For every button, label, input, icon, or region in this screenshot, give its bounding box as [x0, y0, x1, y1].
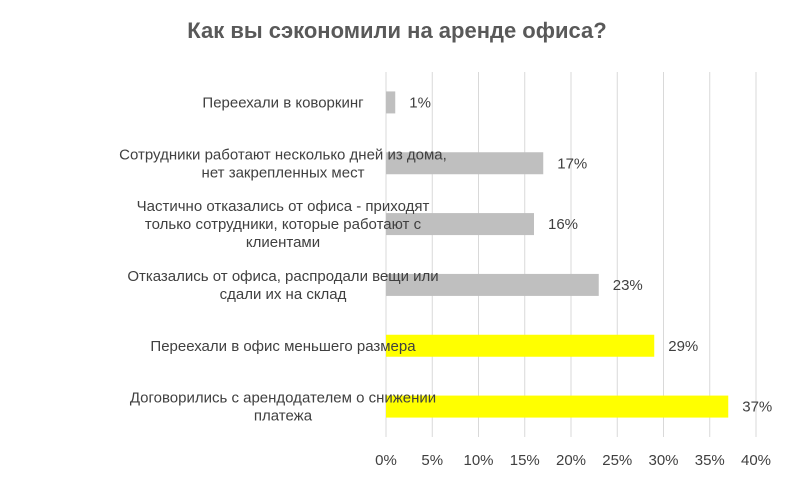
category-label: клиентами [246, 234, 320, 251]
x-tick-label: 20% [556, 452, 586, 469]
bar [386, 273, 599, 296]
x-tick-label: 35% [695, 452, 725, 469]
data-label: 17% [557, 155, 587, 172]
category-label: Отказались от офиса, распродали вещи или [127, 268, 438, 285]
data-label: 1% [409, 94, 431, 111]
data-label: 29% [668, 338, 698, 355]
category-label: только сотрудники, которые работают с [145, 216, 422, 233]
data-label: 16% [548, 216, 578, 233]
x-tick-label: 10% [463, 452, 493, 469]
bar [386, 334, 655, 357]
bars [386, 91, 729, 418]
chart-title: Как вы сэкономили на аренде офиса? [187, 18, 606, 43]
category-label: сдали их на склад [220, 286, 347, 303]
data-label: 23% [613, 277, 643, 294]
category-label: Переехали в офис меньшего размера [150, 338, 416, 355]
x-tick-label: 0% [375, 452, 397, 469]
bar [386, 395, 729, 418]
category-labels: Переехали в коворкинг Сотрудники работают… [119, 94, 447, 424]
gridlines [385, 72, 757, 437]
category-label: платежа [254, 408, 313, 425]
bar [386, 152, 544, 175]
x-tick-label: 15% [510, 452, 540, 469]
data-label: 37% [742, 399, 772, 416]
category-label: нет закрепленных мест [202, 164, 365, 181]
data-labels: 1% 17% 16% 23% 29% 37% [409, 94, 772, 415]
x-tick-label: 30% [648, 452, 678, 469]
category-label: Договорились с арендодателем о снижении [130, 390, 436, 407]
x-tick-label: 40% [741, 452, 771, 469]
bar [386, 213, 534, 236]
category-label: Частично отказались от офиса - приходят [137, 198, 430, 215]
bar [386, 91, 396, 114]
x-tick-label: 5% [421, 452, 443, 469]
x-tick-label: 25% [602, 452, 632, 469]
category-label: Сотрудники работают несколько дней из до… [119, 146, 447, 163]
x-axis-tick-labels: 0% 5% 10% 15% 20% 25% 30% 35% 40% [375, 452, 771, 469]
category-label: Переехали в коворкинг [202, 94, 364, 111]
